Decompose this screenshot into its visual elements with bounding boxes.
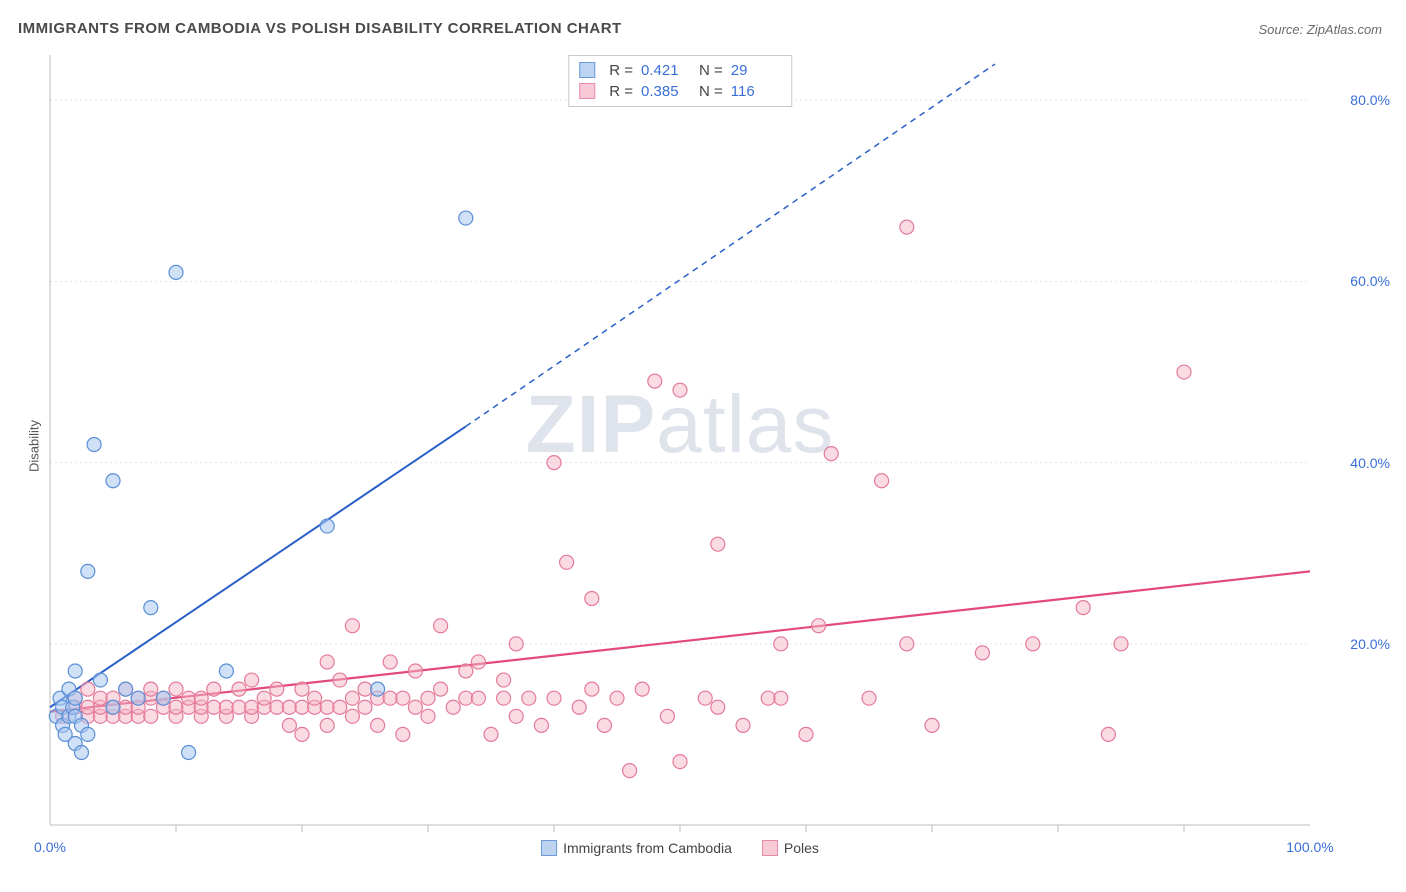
n-label: N =: [699, 83, 723, 100]
legend-swatch: [762, 840, 778, 856]
chart-canvas: [50, 55, 1310, 825]
swatch-cambodia: [579, 62, 595, 78]
legend-row-cambodia: R = 0.421 N = 29: [579, 60, 781, 81]
y-tick-label: 60.0%: [1320, 273, 1390, 289]
r-label: R =: [609, 62, 633, 79]
chart-title: IMMIGRANTS FROM CAMBODIA VS POLISH DISAB…: [18, 20, 622, 37]
source-attribution: Source: ZipAtlas.com: [1258, 22, 1382, 37]
n-label: N =: [699, 62, 723, 79]
series-legend: Immigrants from Cambodia Poles: [541, 840, 819, 857]
legend-swatch: [541, 840, 557, 856]
r-value-cambodia: 0.421: [641, 62, 691, 79]
r-value-poles: 0.385: [641, 83, 691, 100]
y-axis-label: Disability: [27, 420, 42, 472]
legend-item: Immigrants from Cambodia: [541, 840, 732, 857]
stats-legend: R = 0.421 N = 29 R = 0.385 N = 116: [568, 55, 792, 107]
y-tick-label: 20.0%: [1320, 636, 1390, 652]
x-tick-label: 100.0%: [1286, 839, 1333, 855]
r-label: R =: [609, 83, 633, 100]
y-tick-label: 80.0%: [1320, 92, 1390, 108]
x-tick-label: 0.0%: [34, 839, 66, 855]
y-tick-label: 40.0%: [1320, 455, 1390, 471]
legend-row-poles: R = 0.385 N = 116: [579, 81, 781, 102]
n-value-cambodia: 29: [731, 62, 781, 79]
legend-item: Poles: [762, 840, 819, 857]
n-value-poles: 116: [731, 83, 781, 100]
scatter-chart: ZIPatlas R = 0.421 N = 29 R = 0.385 N = …: [50, 55, 1310, 825]
swatch-poles: [579, 83, 595, 99]
